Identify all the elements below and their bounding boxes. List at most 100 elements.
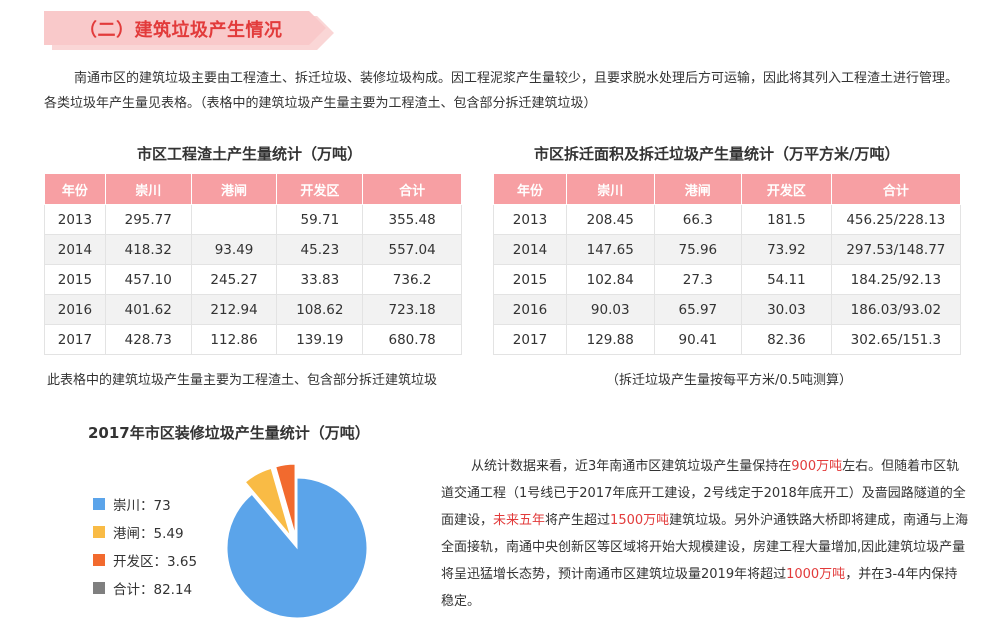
table-cell: 355.48 [362, 204, 462, 235]
highlight-text: 1000万吨 [786, 567, 846, 582]
table-cell: 59.71 [276, 204, 364, 235]
table-cell: 245.27 [190, 264, 278, 295]
table-cell: 108.62 [276, 294, 364, 325]
table-cell: 2014 [44, 234, 106, 265]
table-cell: 212.94 [190, 294, 278, 325]
table-row: 2016 90.03 65.97 30.03 186.03/93.02 [493, 294, 962, 325]
section-banner: （二）建筑垃圾产生情况 [44, 11, 334, 50]
column-header: 合计 [362, 173, 462, 205]
table-cell: 2017 [493, 324, 567, 355]
table-cell: 73.92 [741, 234, 832, 265]
table-cell: 102.84 [565, 264, 655, 295]
table-cell: 184.25/92.13 [830, 264, 962, 295]
table2-note: （拆迁垃圾产生量按每平方米/0.5吨测算） [606, 373, 853, 388]
column-header: 港闸 [190, 173, 278, 205]
table-row: 2017 129.88 90.41 82.36 302.65/151.3 [493, 324, 962, 355]
table-cell: 112.86 [190, 324, 278, 355]
table-row: 2014 147.65 75.96 73.92 297.53/148.77 [493, 234, 962, 265]
table-cell: 302.65/151.3 [830, 324, 962, 355]
legend-label: 开发区：3.65 [113, 554, 198, 570]
table-cell: 90.03 [565, 294, 655, 325]
legend-swatch [93, 554, 105, 566]
highlight-text: 未来五年 [493, 513, 546, 528]
banner-shape [44, 11, 326, 45]
column-header: 开发区 [276, 173, 364, 205]
chart-legend: 崇川：73 港闸：5.49 开发区：3.65 合计：82.14 [93, 490, 197, 602]
table-cell: 2015 [44, 264, 106, 295]
table-cell: 2016 [493, 294, 567, 325]
table-cell: 147.65 [565, 234, 655, 265]
table1-note: 此表格中的建筑垃圾产生量主要为工程渣土、包含部分拆迁建筑垃圾 [47, 373, 438, 388]
column-header: 港闸 [653, 173, 743, 205]
legend-item: 崇川：73 [93, 490, 197, 518]
column-header: 合计 [830, 173, 962, 205]
legend-item: 开发区：3.65 [93, 546, 197, 574]
table-cell: 295.77 [104, 204, 192, 235]
highlight-text: 900万吨 [791, 459, 843, 474]
table-row: 2015 102.84 27.3 54.11 184.25/92.13 [493, 264, 962, 295]
table-cell: 723.18 [362, 294, 462, 325]
summary-paragraph: 从统计数据来看，近3年南通市区建筑垃圾产生量保持在900万吨左右。但随着市区轨道… [441, 453, 969, 615]
column-header: 崇川 [104, 173, 192, 205]
table-cell: 30.03 [741, 294, 832, 325]
table-cell: 2014 [493, 234, 567, 265]
column-header: 开发区 [741, 173, 832, 205]
table-cell: 680.78 [362, 324, 462, 355]
table-cell: 129.88 [565, 324, 655, 355]
summary-text: ，并在3-4年内保持稳定。 [441, 567, 958, 609]
table-cell: 65.97 [653, 294, 743, 325]
table-cell: 82.36 [741, 324, 832, 355]
table-row: 2013 295.77 59.71 355.48 [44, 204, 462, 235]
legend-label: 崇川：73 [113, 498, 171, 514]
table-cell: 297.53/148.77 [830, 234, 962, 265]
table-cell: 45.23 [276, 234, 364, 265]
table2: 年份 崇川 港闸 开发区 合计 2013 208.45 66.3 181.5 456.25/22… [493, 173, 962, 355]
pie-slice-崇川 [226, 477, 368, 619]
table-row: 2015 457.10 245.27 33.83 736.2 [44, 264, 462, 295]
summary-text: 左右。但随着市区轨道交通工程（1号线已于2017年底开工建设，2号线定于2018… [441, 459, 966, 528]
table-cell: 54.11 [741, 264, 832, 295]
summary-text: 将产生超过 [545, 513, 611, 528]
table-cell: 457.10 [104, 264, 192, 295]
column-header: 年份 [44, 173, 106, 205]
summary-text: 建筑垃圾。另外沪通铁路大桥即将建成，南通与上海全面接轨，南通中央创新区等区域将开… [441, 513, 969, 582]
table-row: 2016 401.62 212.94 108.62 723.18 [44, 294, 462, 325]
table-cell: 186.03/93.02 [830, 294, 962, 325]
table-cell: 736.2 [362, 264, 462, 295]
table-cell: 75.96 [653, 234, 743, 265]
legend-label: 合计：82.14 [113, 582, 193, 598]
table-cell: 2015 [493, 264, 567, 295]
intro-paragraph: 南通市区的建筑垃圾主要由工程渣土、拆迁垃圾、装修垃圾构成。因工程泥浆产生量较少，… [44, 71, 959, 111]
chart-title: 2017年市区装修垃圾产生量统计（万吨） [88, 424, 370, 442]
table-cell: 2013 [493, 204, 567, 235]
table1-header-row: 年份 崇川 港闸 开发区 合计 [44, 173, 462, 205]
table1-title: 市区工程渣土产生量统计（万吨） [137, 145, 363, 163]
section-title: （二）建筑垃圾产生情况 [79, 20, 283, 41]
highlight-text: 1500万吨 [610, 513, 670, 528]
table-cell: 181.5 [741, 204, 832, 235]
table-row: 2013 208.45 66.3 181.5 456.25/228.13 [493, 204, 962, 235]
table-cell: 418.32 [104, 234, 192, 265]
legend-item: 合计：82.14 [93, 574, 197, 602]
table-row: 2014 418.32 93.49 45.23 557.04 [44, 234, 462, 265]
table-cell: 428.73 [104, 324, 192, 355]
summary-text: 从统计数据来看，近3年南通市区建筑垃圾产生量保持在 [471, 459, 792, 474]
table-cell: 90.41 [653, 324, 743, 355]
table-cell: 2016 [44, 294, 106, 325]
legend-item: 港闸：5.49 [93, 518, 197, 546]
table-row: 2017 428.73 112.86 139.19 680.78 [44, 324, 462, 355]
table-cell: 93.49 [190, 234, 278, 265]
legend-label: 港闸：5.49 [113, 526, 184, 542]
pie-chart [226, 463, 368, 619]
legend-swatch [93, 582, 105, 594]
column-header: 崇川 [565, 173, 655, 205]
table-cell: 66.3 [653, 204, 743, 235]
table-cell: 27.3 [653, 264, 743, 295]
legend-swatch [93, 526, 105, 538]
table2-title: 市区拆迁面积及拆迁垃圾产生量统计（万平方米/万吨） [534, 145, 900, 163]
table-cell: 33.83 [276, 264, 364, 295]
pie-slice-开发区 [275, 463, 296, 535]
legend-swatch [93, 498, 105, 510]
table-cell: 208.45 [565, 204, 655, 235]
table1: 年份 崇川 港闸 开发区 合计 2013 295.77 59.71 355.48 2014 418… [44, 173, 462, 355]
